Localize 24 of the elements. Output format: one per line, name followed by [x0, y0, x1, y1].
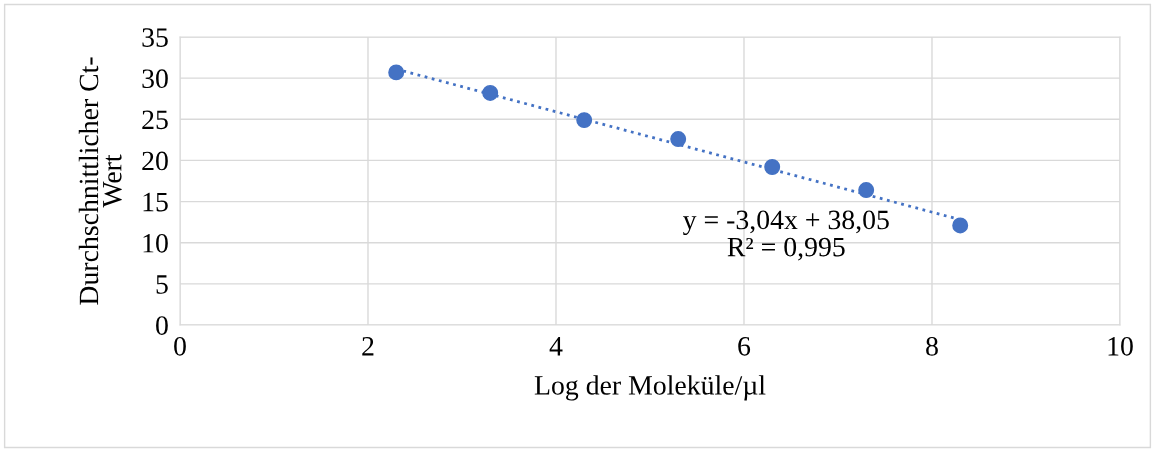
x-tick-label: 6: [738, 336, 751, 356]
point: [952, 217, 969, 234]
x-tick-label: 4: [549, 337, 563, 356]
y-tick-label: 20: [142, 151, 168, 171]
x-tick-label: 8: [926, 336, 938, 356]
point: [858, 182, 875, 199]
y-tick-label: 30: [142, 69, 168, 89]
y-tick-label: 35: [142, 28, 168, 47]
x-tick-label: 0: [174, 336, 186, 356]
y-tick-label: 25: [142, 110, 168, 130]
x-axis-title: Log der Moleküle/µl: [534, 375, 766, 401]
y-axis-title: Durchschnittlicher Ct- Wert: [78, 57, 122, 305]
point: [388, 64, 405, 81]
x-tick-label: 2: [362, 336, 374, 356]
point: [670, 131, 687, 148]
annotation: y = -3,04x + 38,05 R² = 0,995: [683, 210, 889, 261]
y-tick-label: 5: [156, 275, 168, 294]
point: [764, 159, 781, 175]
y-tick-label: 0: [156, 316, 168, 335]
x-tick-label: 10: [1108, 336, 1133, 356]
y-tick-label: 15: [143, 192, 168, 212]
point: [482, 84, 499, 101]
point: [576, 112, 593, 129]
y-tick-label: 10: [143, 233, 168, 253]
